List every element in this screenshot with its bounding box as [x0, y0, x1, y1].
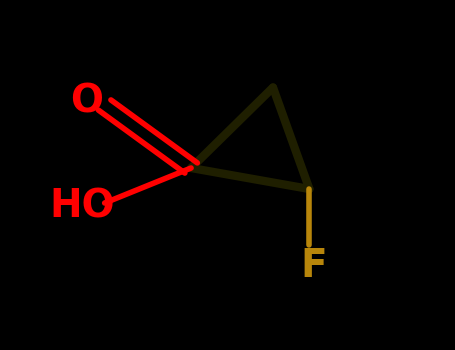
Text: O: O: [70, 83, 103, 120]
Text: F: F: [301, 247, 327, 285]
Text: HO: HO: [49, 188, 115, 225]
